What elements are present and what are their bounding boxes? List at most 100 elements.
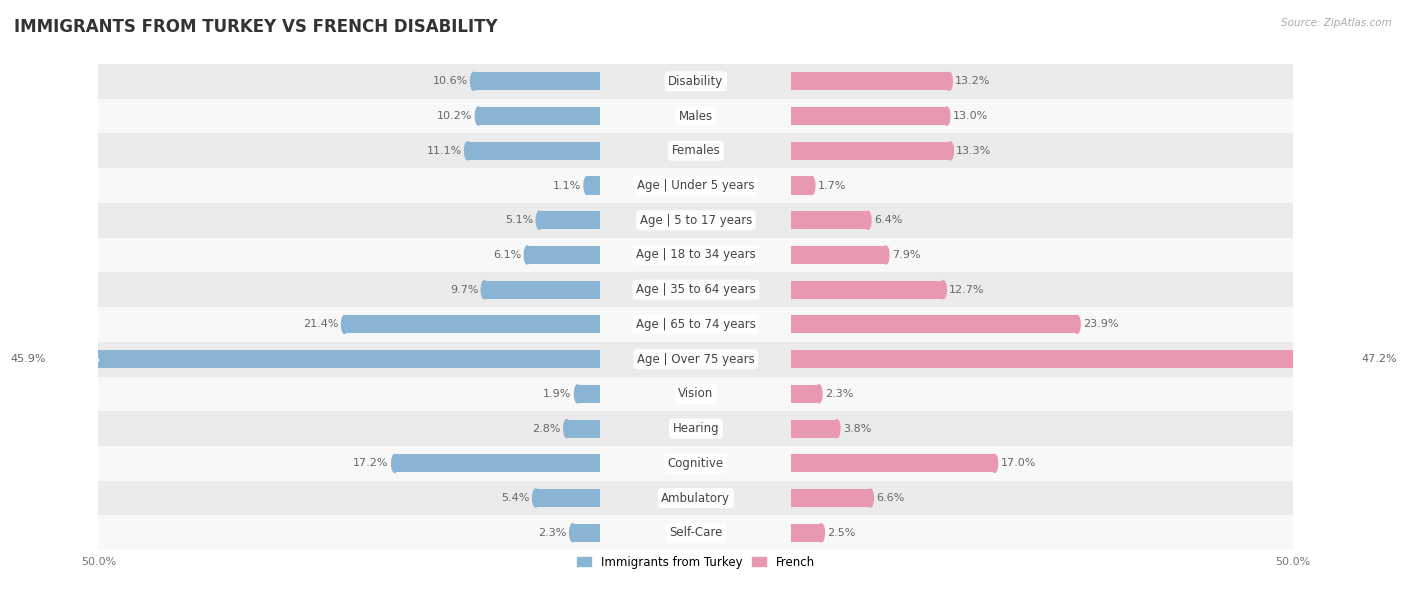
Text: 1.7%: 1.7%: [818, 181, 846, 190]
Bar: [98, 237, 1294, 272]
Text: 21.4%: 21.4%: [304, 319, 339, 329]
Text: Age | Under 5 years: Age | Under 5 years: [637, 179, 755, 192]
Text: Hearing: Hearing: [672, 422, 718, 435]
Text: 6.1%: 6.1%: [494, 250, 522, 260]
Bar: [527, 246, 600, 264]
Circle shape: [815, 385, 823, 403]
Text: 13.0%: 13.0%: [953, 111, 988, 121]
Bar: [792, 420, 837, 438]
Text: Cognitive: Cognitive: [668, 457, 724, 470]
Bar: [792, 281, 943, 299]
Text: 45.9%: 45.9%: [62, 354, 100, 364]
Text: 6.4%: 6.4%: [875, 215, 903, 225]
Bar: [578, 385, 600, 403]
Bar: [572, 524, 600, 542]
Bar: [792, 142, 950, 160]
Circle shape: [536, 211, 543, 230]
Circle shape: [533, 489, 538, 507]
Text: Vision: Vision: [678, 387, 713, 400]
Bar: [98, 446, 1294, 480]
Text: Males: Males: [679, 110, 713, 122]
Text: 5.4%: 5.4%: [502, 493, 530, 503]
Bar: [792, 72, 949, 91]
Circle shape: [49, 350, 55, 368]
Text: 1.9%: 1.9%: [543, 389, 572, 399]
Text: 13.3%: 13.3%: [956, 146, 991, 156]
Bar: [792, 315, 1077, 334]
Legend: Immigrants from Turkey, French: Immigrants from Turkey, French: [572, 551, 820, 573]
Text: 17.0%: 17.0%: [1001, 458, 1036, 468]
Text: Age | 5 to 17 years: Age | 5 to 17 years: [640, 214, 752, 226]
Circle shape: [575, 385, 581, 403]
Circle shape: [564, 420, 569, 438]
Text: 10.2%: 10.2%: [437, 111, 472, 121]
Text: 2.3%: 2.3%: [538, 528, 567, 538]
Bar: [567, 420, 600, 438]
Circle shape: [471, 72, 477, 91]
Bar: [468, 142, 600, 160]
Text: 47.2%: 47.2%: [1361, 354, 1398, 364]
Text: Age | 35 to 64 years: Age | 35 to 64 years: [636, 283, 756, 296]
Text: 11.1%: 11.1%: [426, 146, 461, 156]
Bar: [792, 385, 818, 403]
Bar: [98, 99, 1294, 133]
Circle shape: [569, 524, 576, 542]
Bar: [588, 176, 600, 195]
Circle shape: [868, 489, 873, 507]
Bar: [792, 211, 868, 230]
Circle shape: [865, 211, 870, 230]
Circle shape: [475, 107, 481, 125]
Circle shape: [583, 176, 591, 195]
Bar: [474, 72, 600, 91]
Circle shape: [1074, 315, 1080, 334]
Bar: [98, 272, 1294, 307]
Bar: [792, 350, 1355, 368]
Text: 3.8%: 3.8%: [842, 424, 872, 433]
Bar: [98, 307, 1294, 341]
Bar: [98, 411, 1294, 446]
Text: IMMIGRANTS FROM TURKEY VS FRENCH DISABILITY: IMMIGRANTS FROM TURKEY VS FRENCH DISABIL…: [14, 18, 498, 36]
Text: 2.8%: 2.8%: [533, 424, 561, 433]
Text: 2.3%: 2.3%: [825, 389, 853, 399]
Text: Ambulatory: Ambulatory: [661, 491, 730, 504]
Bar: [792, 524, 821, 542]
Bar: [540, 211, 600, 230]
Circle shape: [392, 454, 398, 472]
Text: 2.5%: 2.5%: [827, 528, 856, 538]
Bar: [98, 133, 1294, 168]
Circle shape: [481, 281, 488, 299]
Text: Age | 18 to 34 years: Age | 18 to 34 years: [636, 248, 756, 261]
Bar: [98, 64, 1294, 99]
Bar: [98, 341, 1294, 376]
Circle shape: [818, 524, 824, 542]
Circle shape: [946, 72, 952, 91]
Circle shape: [1353, 350, 1358, 368]
Bar: [98, 203, 1294, 237]
Text: 1.1%: 1.1%: [553, 181, 581, 190]
Text: 7.9%: 7.9%: [891, 250, 921, 260]
Text: Disability: Disability: [668, 75, 724, 88]
Circle shape: [941, 281, 946, 299]
Bar: [98, 168, 1294, 203]
Circle shape: [342, 315, 347, 334]
Bar: [344, 315, 600, 334]
Text: Age | 65 to 74 years: Age | 65 to 74 years: [636, 318, 756, 331]
Text: 23.9%: 23.9%: [1083, 319, 1119, 329]
Bar: [52, 350, 600, 368]
Bar: [792, 489, 870, 507]
Circle shape: [948, 142, 953, 160]
Bar: [98, 515, 1294, 550]
Bar: [98, 376, 1294, 411]
Bar: [395, 454, 600, 472]
Text: 9.7%: 9.7%: [450, 285, 478, 295]
Text: 45.9%: 45.9%: [10, 354, 46, 364]
Circle shape: [991, 454, 998, 472]
Bar: [478, 107, 600, 125]
Text: 13.2%: 13.2%: [955, 76, 990, 86]
Bar: [536, 489, 600, 507]
Circle shape: [883, 246, 889, 264]
Circle shape: [808, 176, 815, 195]
Text: 6.6%: 6.6%: [876, 493, 904, 503]
Text: 5.1%: 5.1%: [505, 215, 533, 225]
Text: 12.7%: 12.7%: [949, 285, 984, 295]
